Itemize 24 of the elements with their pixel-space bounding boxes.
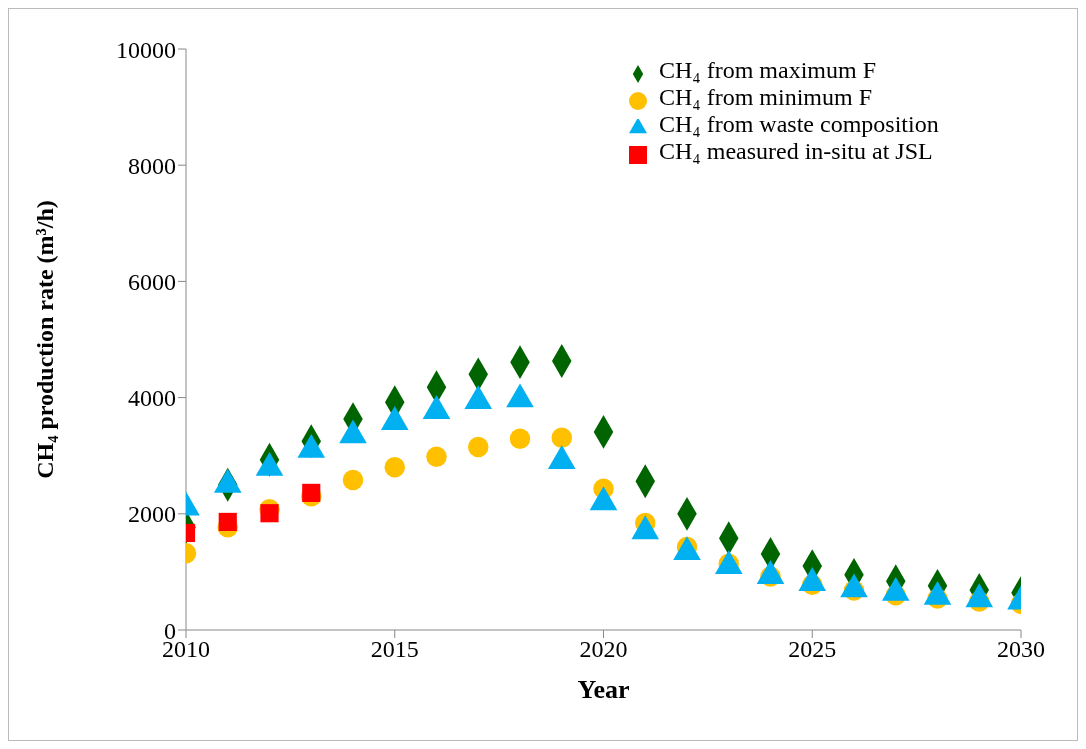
point	[302, 483, 321, 502]
point	[468, 436, 489, 458]
point	[551, 427, 572, 448]
legend-label: CH₄ from waste composition	[659, 111, 939, 137]
x-tick-label: 2015	[370, 636, 419, 663]
legend-label: CH₄ from maximum F	[659, 57, 877, 83]
y-tick-label: 8000	[128, 152, 176, 179]
y-axis-title: CH₄ production rate (m³/h)	[31, 200, 58, 479]
point	[384, 457, 405, 478]
y-tick-label: 6000	[128, 268, 176, 295]
y-tick-label: 10000	[116, 36, 176, 63]
x-tick-label: 2030	[997, 636, 1045, 663]
point	[218, 512, 237, 532]
legend-label: CH₄ from minimum F	[659, 84, 873, 110]
y-tick-label: 2000	[128, 501, 176, 528]
x-tick-label: 2025	[788, 636, 837, 663]
x-axis-title: Year	[577, 675, 630, 704]
point	[509, 428, 531, 450]
legend-label: CH₄ measured in-situ at JSL	[659, 138, 933, 164]
y-tick-label: 4000	[128, 385, 176, 412]
point	[426, 446, 447, 468]
point	[342, 469, 364, 491]
x-tick-label: 2020	[579, 636, 628, 663]
point	[260, 504, 279, 523]
